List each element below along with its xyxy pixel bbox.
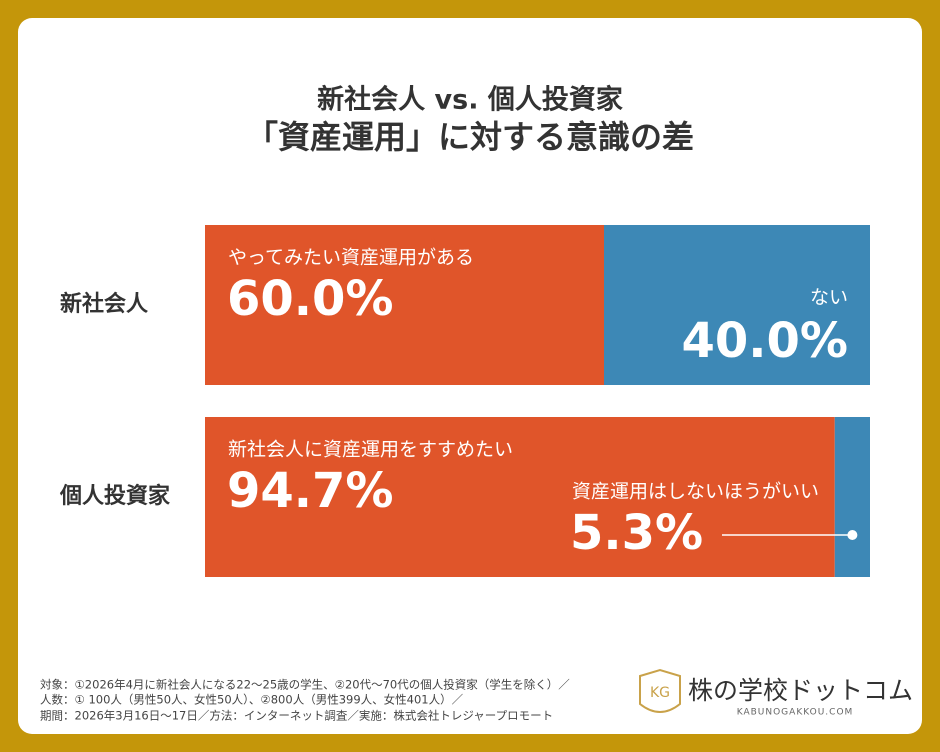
- logo-url: KABUNOGAKKOU.COM: [737, 708, 854, 718]
- bar-segment: [604, 225, 870, 385]
- segment-label: 資産運用はしないほうがいい: [572, 481, 819, 503]
- note: 人数：① 100人（男性50人、女性50人）、②800人（男性399人、女性40…: [40, 693, 464, 707]
- chart-subtitle: 「資産運用」に対する意識の差: [246, 118, 694, 156]
- bar-segment: [205, 417, 835, 577]
- logo-name: 株の学校ドットコム: [688, 676, 913, 705]
- note: 対象：①2026年4月に新社会人になる22〜25歳の学生、②20代〜70代の個人…: [40, 678, 570, 692]
- segment-label: ない: [810, 287, 848, 309]
- value-label: 40.0%: [681, 313, 848, 369]
- value-label: 60.0%: [227, 271, 394, 327]
- bar-segment: [834, 417, 870, 577]
- logo-initials: KG: [650, 685, 670, 701]
- logo-mark: [639, 668, 681, 713]
- chart-title: 新社会人 vs. 個人投資家: [317, 84, 623, 116]
- value-label: 5.3%: [570, 505, 703, 561]
- category-label: 新社会人: [60, 291, 148, 317]
- bar-segment: [205, 225, 604, 385]
- segment-label: やってみたい資産運用がある: [228, 247, 474, 269]
- value-label: 94.7%: [227, 463, 394, 519]
- category-label: 個人投資家: [59, 483, 171, 509]
- note: 期間：2026年3月16日〜17日／方法：インターネット調査／実施：株式会社トレ…: [40, 709, 553, 723]
- segment-label: 新社会人に資産運用をすすめたい: [228, 439, 513, 461]
- leader-dot: [847, 530, 858, 540]
